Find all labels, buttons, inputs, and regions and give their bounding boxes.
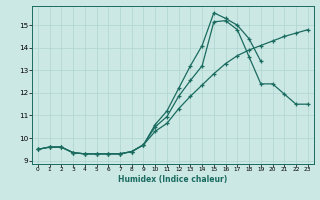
X-axis label: Humidex (Indice chaleur): Humidex (Indice chaleur): [118, 175, 228, 184]
